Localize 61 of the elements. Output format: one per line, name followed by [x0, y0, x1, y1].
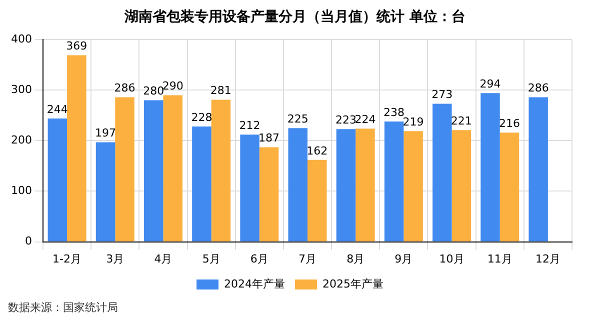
data-label: 281	[210, 84, 232, 98]
x-tick-label: 6月	[250, 252, 268, 266]
data-label: 228	[191, 110, 212, 124]
bar	[259, 147, 279, 242]
bar	[384, 121, 404, 242]
bar	[288, 128, 308, 242]
x-tick-label: 5月	[202, 252, 220, 266]
data-label: 273	[432, 88, 453, 102]
bar	[67, 55, 86, 242]
data-label: 187	[258, 132, 280, 145]
data-label: 286	[528, 82, 549, 95]
legend-label: 2024年产量	[224, 277, 286, 290]
bar	[356, 128, 375, 242]
bar	[432, 104, 452, 242]
data-label: 219	[402, 115, 424, 128]
bar	[240, 134, 260, 242]
bar	[404, 131, 423, 242]
y-tick-label: 100	[10, 184, 32, 198]
bar	[163, 95, 182, 242]
x-tick-label: 11月	[487, 252, 512, 266]
chart-title: 湖南省包装专用设备产量分月（当月值）统计 单位：台	[124, 8, 466, 27]
data-label: 221	[450, 114, 472, 128]
bar	[192, 126, 212, 242]
x-tick-label: 12月	[535, 252, 560, 266]
data-label: 224	[354, 112, 376, 126]
y-tick-label: 0	[24, 234, 32, 248]
bar	[144, 100, 164, 242]
bar	[500, 132, 520, 242]
bar	[96, 142, 116, 242]
bar	[528, 97, 548, 242]
x-tick-label: 4月	[154, 252, 172, 266]
x-tick-label: 8月	[346, 252, 365, 266]
data-label: 212	[239, 118, 260, 132]
data-label: 223	[335, 113, 356, 126]
data-label: 197	[95, 126, 116, 140]
bar	[211, 100, 231, 242]
y-tick-label: 400	[10, 32, 32, 46]
legend-label: 2025年产量	[322, 277, 384, 290]
x-tick-label: 3月	[106, 252, 124, 266]
y-tick-label: 200	[10, 134, 32, 147]
data-label: 162	[306, 144, 328, 158]
bar	[48, 118, 68, 242]
data-label: 238	[384, 106, 405, 119]
x-tick-label: 9月	[394, 252, 413, 266]
data-label: 294	[480, 78, 501, 91]
bar	[115, 97, 134, 242]
data-label: 369	[66, 40, 88, 53]
y-tick-label: 300	[10, 83, 32, 96]
data-label: 290	[162, 80, 184, 93]
bar	[308, 160, 327, 242]
data-label: 286	[114, 82, 136, 95]
data-label: 280	[143, 84, 164, 98]
data-label: 216	[498, 116, 520, 130]
x-tick-label: 1-2月	[52, 252, 82, 266]
bar	[480, 93, 500, 242]
x-tick-label: 7月	[298, 252, 316, 266]
data-label: 225	[287, 112, 308, 126]
bar	[452, 130, 472, 242]
source-note: 数据来源：国家统计局	[8, 300, 119, 315]
bar	[336, 129, 356, 242]
x-tick-label: 10月	[439, 252, 464, 266]
